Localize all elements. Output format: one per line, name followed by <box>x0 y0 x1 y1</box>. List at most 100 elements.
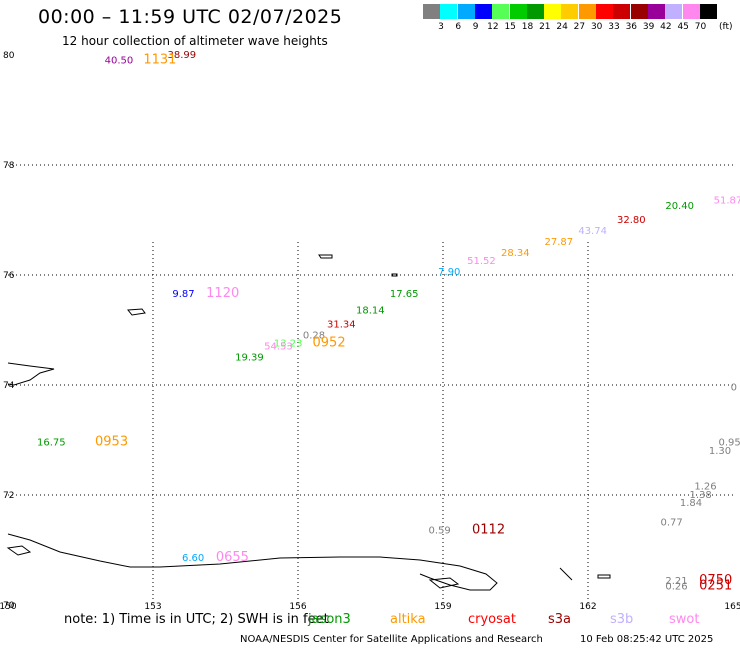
scale-swatch <box>509 4 527 19</box>
legend-item-cryosat: cryosat <box>468 612 516 627</box>
scale-label: 12 <box>487 22 499 32</box>
graticule <box>8 164 733 605</box>
lon-tick-label: 165 <box>724 602 740 612</box>
wave-height-label: 19.39 <box>235 352 264 363</box>
scale-label: 27 <box>573 22 586 32</box>
scale-swatch <box>544 4 562 19</box>
pass-time-label: 0251 <box>699 579 732 594</box>
wave-height-label: 38.99 <box>168 50 197 61</box>
pass-time-label: 0655 <box>216 550 249 565</box>
scale-label: 9 <box>472 22 479 32</box>
wave-height-label: 6.60 <box>182 553 204 564</box>
lon-tick-label: 159 <box>434 602 451 612</box>
lat-tick-label: 70 <box>3 601 15 611</box>
wave-height-color-scale: (ft) 3 6 9 12 15 18 21 24 27 30 33 36 39 42 45 70 <box>420 4 740 36</box>
scale-label: 21 <box>539 22 551 32</box>
wave-height-label: 0.77 <box>661 517 683 528</box>
scale-swatch <box>561 4 579 19</box>
wave-height-label: 54.53 <box>264 341 293 352</box>
island-3 <box>391 273 398 277</box>
wave-height-label: 20.40 <box>665 201 694 212</box>
scale-label: 39 <box>642 22 655 32</box>
lat-tick-label: 80 <box>3 51 15 61</box>
legend-item-altika: altika <box>390 612 426 627</box>
island-5 <box>428 577 460 589</box>
lat-tick-label: 76 <box>3 271 15 281</box>
wave-height-label: 0.59 <box>429 526 451 537</box>
wave-height-label: 1.38 <box>690 490 712 501</box>
wave-height-label: 7.90 <box>438 267 460 278</box>
wave-height-label: 28.34 <box>501 248 530 259</box>
scale-swatch <box>647 4 665 19</box>
island-4 <box>6 545 32 556</box>
pass-time-label: 1131 <box>143 52 176 67</box>
lat-tick-label: 72 <box>3 491 14 501</box>
pass-time-label: 0750 <box>699 573 732 588</box>
legend-item-s3a: s3a <box>548 612 572 627</box>
wave-height-label: 0 <box>731 383 737 394</box>
scale-swatch <box>492 4 510 19</box>
scale-label: 3 <box>438 22 444 32</box>
island-7 <box>559 567 573 581</box>
lon-tick-label: 153 <box>144 602 161 612</box>
scale-label: 30 <box>590 22 603 32</box>
wave-height-label: 18.14 <box>356 306 385 317</box>
island-2 <box>318 254 333 259</box>
wave-height-observations: 38.99 40.50 1131 51.87 20.40 32.80 43.74 27.87 2… <box>37 50 740 594</box>
scale-swatch <box>665 4 683 19</box>
wave-height-label: 32.80 <box>617 215 646 226</box>
lon-tick-label: 150 <box>0 602 17 612</box>
scale-label: 18 <box>521 22 534 32</box>
wave-height-label: 40.50 <box>105 55 134 66</box>
scale-swatch <box>474 4 492 19</box>
pass-time-label: 0112 <box>472 523 505 538</box>
wave-height-label: 0.28 <box>303 330 325 341</box>
lat-tick-label: 74 <box>3 381 15 391</box>
scale-swatch <box>423 4 440 19</box>
pass-time-label: 0952 <box>313 336 346 351</box>
scale-label: 45 <box>677 22 689 32</box>
scale-label: 15 <box>504 22 516 32</box>
lon-tick-label: 156 <box>289 602 306 612</box>
wave-height-label: 9.87 <box>172 289 194 300</box>
map-subtitle: 12 hour collection of altimeter wave hei… <box>62 34 328 48</box>
island-1 <box>127 308 146 316</box>
axis-tick-labels: 150 153 156 159 162 165 80 78 76 74 72 70 <box>0 51 740 612</box>
wave-height-label: 0.26 <box>665 582 687 593</box>
coastline-siberia <box>7 533 498 591</box>
wave-height-label: 0.95 <box>719 438 740 449</box>
scale-label: 42 <box>660 22 672 32</box>
pass-time-label: 1120 <box>206 286 239 301</box>
wave-height-label: 2.21 <box>665 576 687 587</box>
wave-height-label: 16.75 <box>37 438 66 449</box>
scale-swatch <box>699 4 717 19</box>
scale-swatch <box>630 4 648 19</box>
legend-item-jason3: jason3 <box>308 612 351 627</box>
wave-height-label: 31.34 <box>327 319 356 330</box>
footer-credit: NOAA/NESDIS Center for Satellite Applica… <box>240 634 543 645</box>
footer-timestamp: 10 Feb 08:25:42 UTC 2025 <box>580 634 714 645</box>
scale-swatch <box>596 4 613 19</box>
wave-height-label: 1.84 <box>680 498 702 509</box>
wave-height-label: 51.52 <box>467 256 496 267</box>
island-6 <box>597 574 611 579</box>
coastline-west <box>7 362 55 386</box>
scale-swatch <box>578 4 596 19</box>
wave-height-label: 51.87 <box>714 196 740 207</box>
wave-height-label: 13.23 <box>274 339 303 350</box>
scale-swatch <box>457 4 475 19</box>
scale-label: 36 <box>625 22 638 32</box>
wave-height-label: 43.74 <box>578 226 607 237</box>
scale-swatch <box>682 4 700 19</box>
coastline <box>6 254 611 591</box>
wave-height-label: 17.65 <box>390 289 419 300</box>
scale-swatch <box>440 4 458 19</box>
lat-tick-label: 78 <box>3 161 15 171</box>
scale-label: 70 <box>694 22 707 32</box>
legend-item-swot: swot <box>669 612 700 627</box>
scale-label: 33 <box>608 22 620 32</box>
wave-height-label: 27.87 <box>545 237 574 248</box>
scale-swatch <box>613 4 631 19</box>
scale-unit-label: (ft) <box>719 22 733 32</box>
